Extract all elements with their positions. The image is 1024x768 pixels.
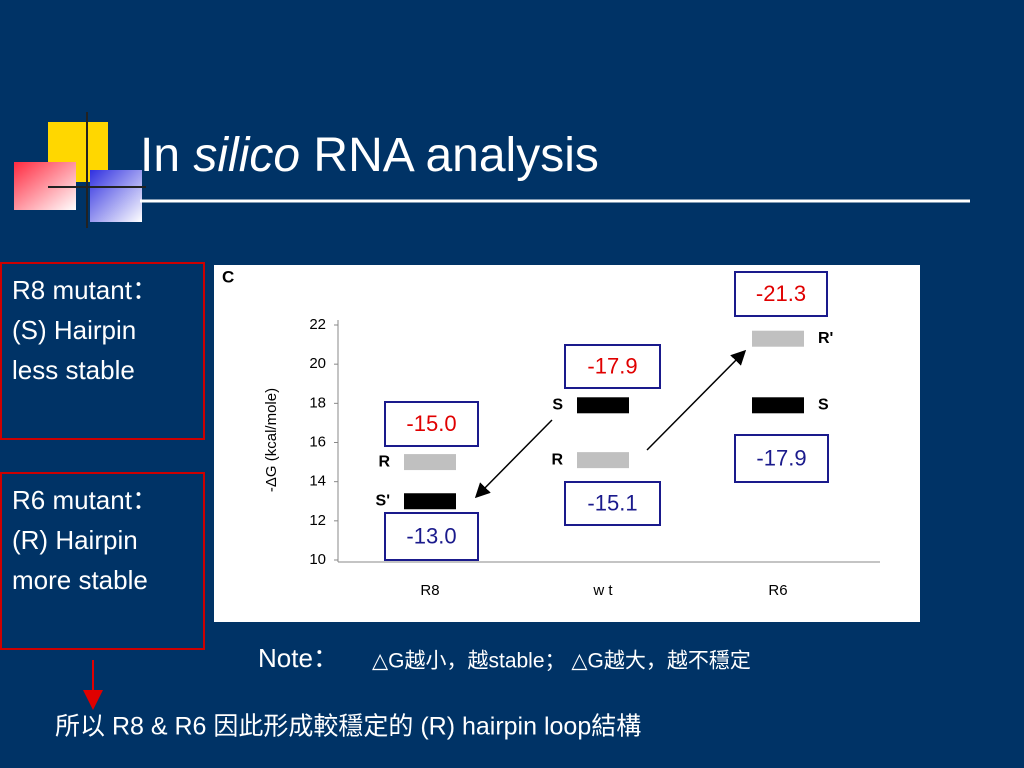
category-label: R8 xyxy=(420,582,439,599)
y-tick-label: 16 xyxy=(309,433,326,450)
energy-level xyxy=(752,330,804,347)
level-label: S xyxy=(552,397,563,414)
y-tick-label: 18 xyxy=(309,394,326,411)
deco-square xyxy=(90,170,142,222)
note-line: less stable xyxy=(12,355,135,385)
note-box xyxy=(0,472,205,650)
category-label: R6 xyxy=(768,582,787,599)
y-axis-label: -ΔG (kcal/mole) xyxy=(263,388,280,492)
level-label: R' xyxy=(818,330,833,347)
level-label: S xyxy=(818,397,829,414)
energy-level xyxy=(404,493,456,510)
y-tick-label: 20 xyxy=(309,355,326,372)
note-text: △G越小，越stable； △G越大，越不穩定 xyxy=(372,650,751,673)
note-line: (S) Hairpin xyxy=(12,315,136,345)
note-line: (R) Hairpin xyxy=(12,525,138,555)
callout: -15.0 xyxy=(406,411,456,436)
y-tick-label: 22 xyxy=(309,316,326,333)
callout-box xyxy=(734,434,829,483)
energy-level xyxy=(404,454,456,471)
panel-label: C xyxy=(222,267,234,286)
note-line: R6 mutant： xyxy=(12,485,158,515)
note-box xyxy=(0,262,205,440)
callout-box xyxy=(564,481,661,526)
level-label: R xyxy=(378,453,390,470)
arrow xyxy=(646,349,747,451)
slide-title: In silico RNA analysis xyxy=(140,129,599,182)
note-line: more stable xyxy=(12,565,148,595)
arrow xyxy=(474,419,553,499)
level-label: R xyxy=(551,451,563,468)
category-label: w t xyxy=(592,582,613,599)
callout-box xyxy=(384,512,479,561)
callout-box xyxy=(734,271,828,317)
callout: -17.9 xyxy=(587,353,637,378)
callout: -21.3 xyxy=(756,281,806,306)
y-tick-label: 12 xyxy=(309,512,326,529)
note-line: R8 mutant： xyxy=(12,275,158,305)
y-tick-label: 14 xyxy=(309,473,326,490)
energy-level xyxy=(752,397,804,414)
energy-level xyxy=(577,452,629,469)
level-label: S' xyxy=(376,492,390,509)
callout: -13.0 xyxy=(406,523,456,548)
note-head: Note： xyxy=(258,643,339,673)
conclusion: 所以 R8 & R6 因此形成較穩定的 (R) hairpin loop結構 xyxy=(55,713,641,741)
energy-level xyxy=(577,397,629,414)
y-tick-label: 10 xyxy=(309,551,326,568)
callout-box xyxy=(384,401,479,447)
callout-box xyxy=(564,344,661,389)
callout: -17.9 xyxy=(756,445,806,470)
callout: -15.1 xyxy=(587,490,637,515)
